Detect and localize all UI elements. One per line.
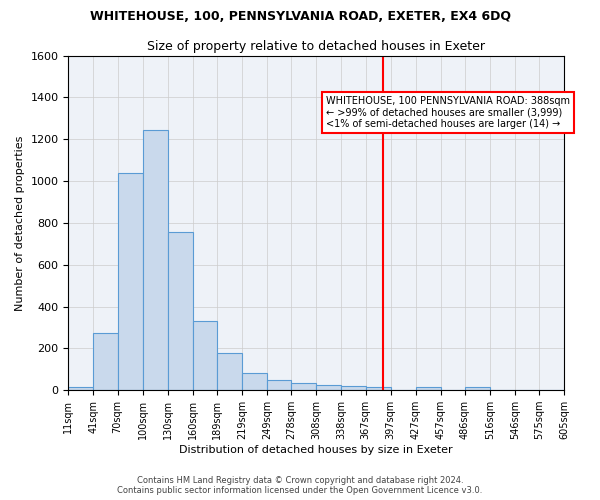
Bar <box>168 232 193 390</box>
Bar <box>365 387 391 390</box>
Text: Contains HM Land Registry data © Crown copyright and database right 2024.
Contai: Contains HM Land Registry data © Crown c… <box>118 476 482 495</box>
Bar <box>143 130 168 390</box>
Bar <box>416 387 440 390</box>
X-axis label: Distribution of detached houses by size in Exeter: Distribution of detached houses by size … <box>179 445 453 455</box>
Bar <box>193 321 217 390</box>
Bar <box>267 380 291 390</box>
Bar <box>316 385 341 390</box>
Bar <box>242 374 267 390</box>
Bar <box>118 172 143 390</box>
Bar <box>291 383 316 390</box>
Bar <box>68 387 94 390</box>
Text: WHITEHOUSE, 100, PENNSYLVANIA ROAD, EXETER, EX4 6DQ: WHITEHOUSE, 100, PENNSYLVANIA ROAD, EXET… <box>89 10 511 23</box>
Y-axis label: Number of detached properties: Number of detached properties <box>15 135 25 310</box>
Bar <box>217 352 242 390</box>
Bar <box>94 332 118 390</box>
Bar <box>465 387 490 390</box>
Title: Size of property relative to detached houses in Exeter: Size of property relative to detached ho… <box>148 40 485 53</box>
Text: WHITEHOUSE, 100 PENNSYLVANIA ROAD: 388sqm
← >99% of detached houses are smaller : WHITEHOUSE, 100 PENNSYLVANIA ROAD: 388sq… <box>326 96 570 129</box>
Bar <box>341 386 365 390</box>
